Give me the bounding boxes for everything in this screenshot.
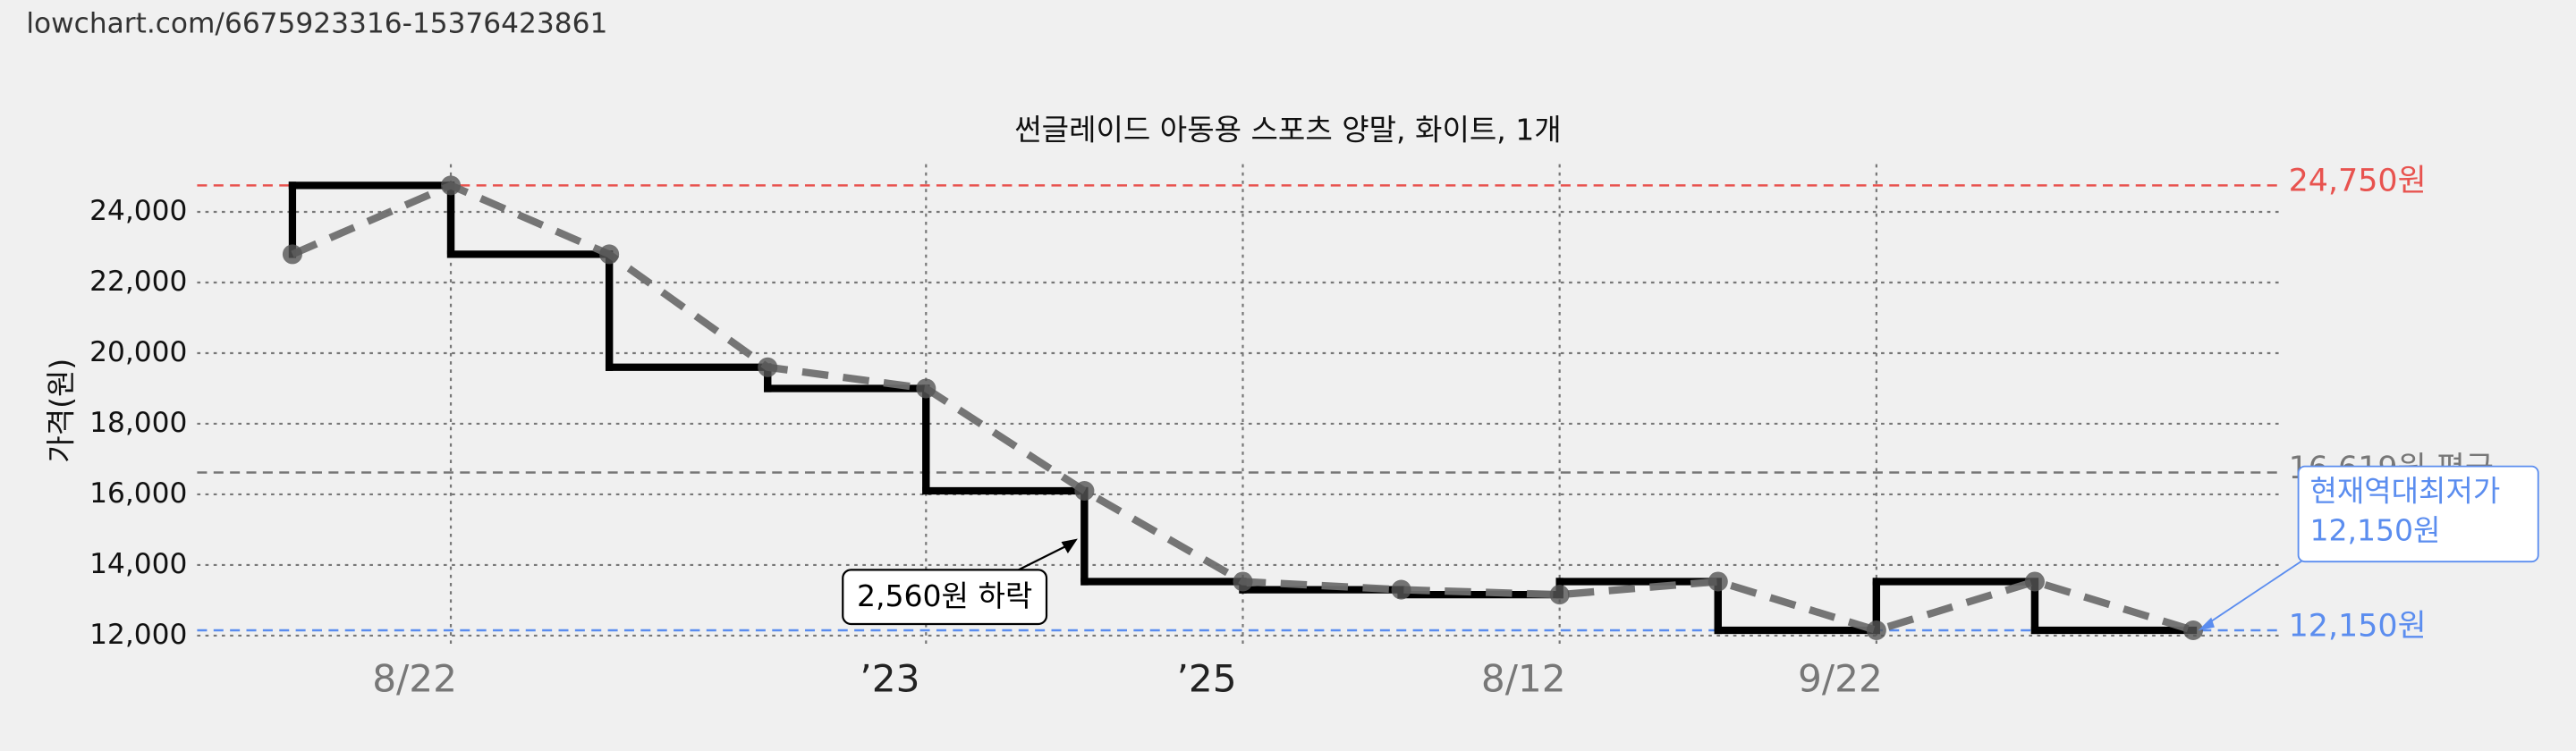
price-point: [441, 175, 462, 196]
price-point: [1707, 571, 1728, 592]
callout-box: [2297, 465, 2539, 563]
y-tick-label: 24,000: [89, 195, 187, 227]
price-point: [916, 378, 936, 399]
reference-label: 12,150원: [2289, 608, 2427, 644]
price-point: [758, 357, 778, 377]
price-point: [1233, 571, 1253, 592]
y-tick-label: 12,000: [89, 619, 187, 651]
y-axis-label: 가격(원): [43, 359, 78, 463]
callout-text: 12,150원: [2309, 513, 2440, 548]
price-point: [2024, 571, 2045, 592]
price-point: [1391, 579, 1411, 600]
arrow: [1014, 542, 1072, 573]
annotation-box: [842, 569, 1048, 626]
annotation-text: 2,560원 하락: [857, 578, 1032, 613]
callout-text: 현재역대최저가: [2309, 474, 2500, 509]
y-tick-label: 16,000: [89, 477, 187, 510]
y-tick-label: 20,000: [89, 336, 187, 368]
y-tick-label: 14,000: [89, 548, 187, 580]
price-point: [1549, 585, 1570, 605]
x-tick-label: 9/22: [1798, 657, 1883, 701]
lowest-callout: 현재역대최저가 12,150원: [2198, 465, 2539, 631]
arrow-head: [2198, 617, 2215, 631]
arrow-head: [1061, 538, 1078, 553]
chart-title: 썬글레이드 아동용 스포츠 양말, 화이트, 1개: [1014, 112, 1561, 147]
grid: 12,000 14,000 16,000 18,000 20,000 22,000 24,0…: [89, 164, 2281, 701]
y-tick-label: 18,000: [89, 407, 187, 439]
drop-annotation: 2,560원 하락: [842, 538, 1078, 626]
price-point: [599, 244, 620, 265]
price-point: [1074, 480, 1095, 502]
x-tick-label: 8/22: [372, 657, 457, 701]
price-point: [282, 244, 302, 265]
x-tick-label: 8/12: [1481, 657, 1566, 701]
reference-label: 24,750원: [2289, 164, 2427, 199]
url: lowchart.com/6675923316-15376423861: [26, 8, 607, 40]
price-point: [2183, 620, 2204, 641]
x-tick-label: ’23: [860, 657, 919, 701]
x-tick-label: ’25: [1176, 657, 1236, 701]
marks: [282, 175, 2204, 641]
price-point: [1866, 620, 1886, 641]
arrow: [2204, 559, 2304, 627]
y-tick-label: 22,000: [89, 266, 187, 298]
